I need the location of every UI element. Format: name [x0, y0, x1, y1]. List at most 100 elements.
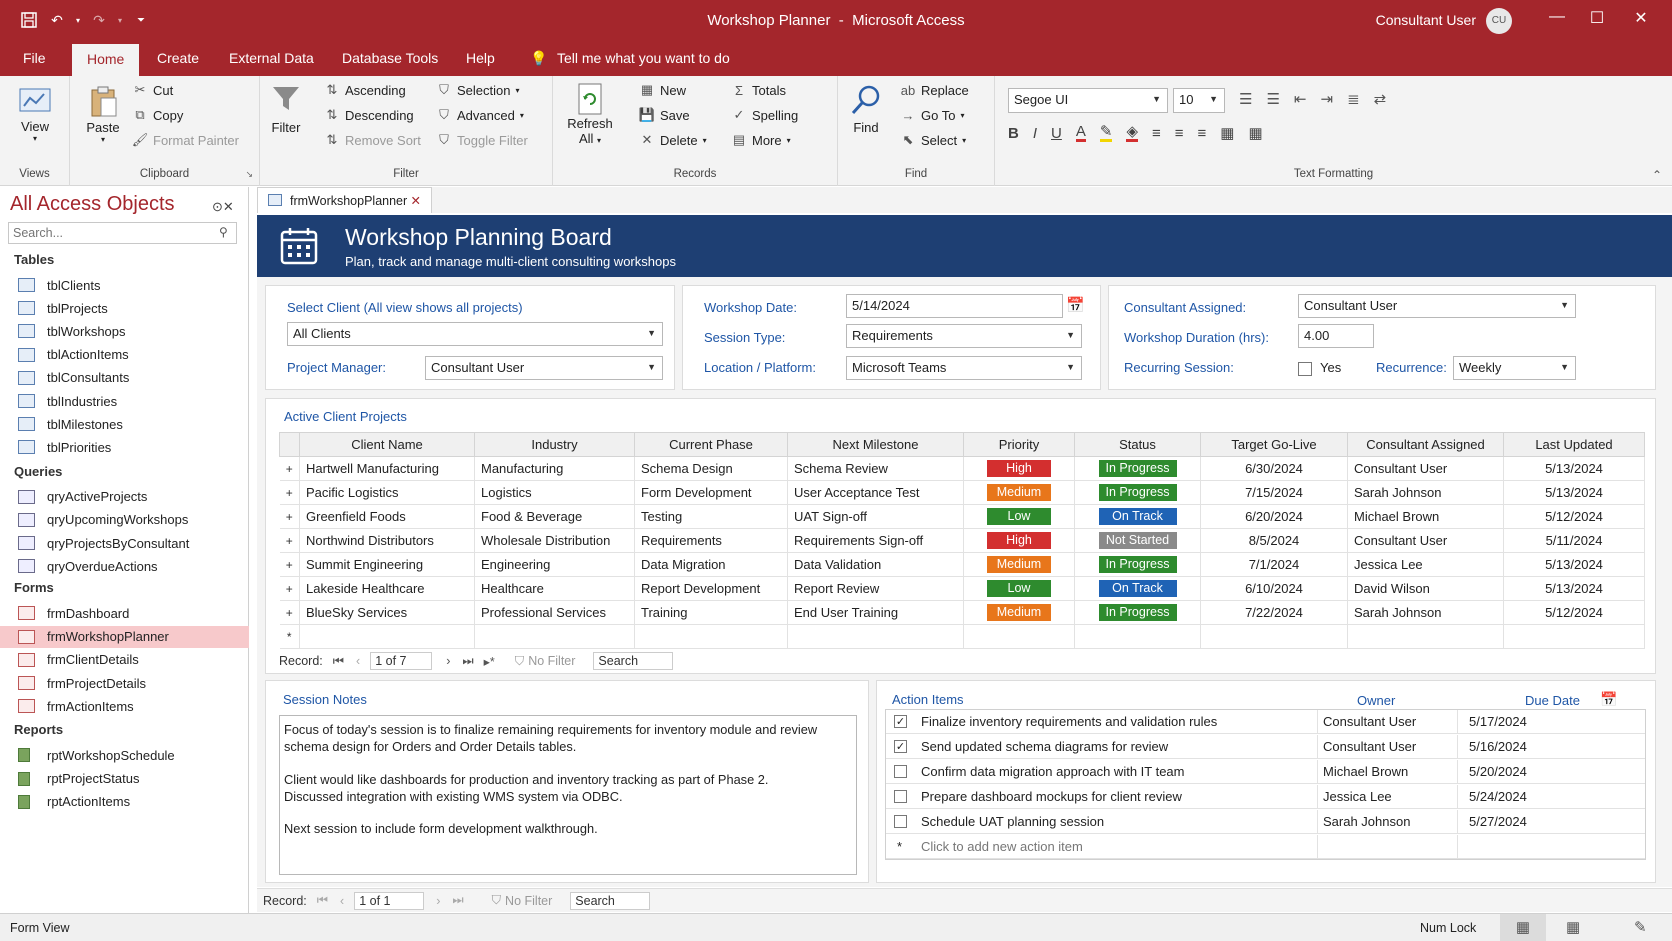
expand-row-icon[interactable]: +	[279, 552, 300, 577]
cell-phase[interactable]: Testing	[634, 504, 788, 529]
cell-golive[interactable]: 6/30/2024	[1200, 456, 1348, 481]
align-left-icon[interactable]: ≡	[1152, 124, 1161, 142]
find-button[interactable]: Find	[846, 84, 886, 135]
nav-item-qryprojectsbyconsultant[interactable]: qryProjectsByConsultant	[0, 532, 249, 554]
redo-icon[interactable]: ↷	[93, 11, 105, 28]
action-item-row[interactable]: Schedule UAT planning session Sarah Johns…	[885, 810, 1646, 834]
cell-industry[interactable]: Healthcare	[474, 576, 635, 601]
nav-item-frmdashboard[interactable]: frmDashboard	[0, 602, 249, 624]
prev-record-icon[interactable]: ‹	[340, 893, 345, 908]
empty-cell[interactable]	[963, 624, 1075, 649]
action-item-owner[interactable]: Consultant User	[1323, 714, 1417, 729]
fill-color-icon[interactable]: ◈	[1126, 122, 1138, 142]
empty-cell[interactable]	[474, 624, 635, 649]
cell-status[interactable]: In Progress	[1074, 456, 1201, 481]
save-icon[interactable]	[18, 9, 40, 31]
recurring-checkbox[interactable]	[1298, 362, 1312, 376]
first-record-icon[interactable]: ⏮	[316, 893, 329, 907]
action-item-row[interactable]: ✓ Send updated schema diagrams for review…	[885, 735, 1646, 759]
cell-industry[interactable]: Manufacturing	[474, 456, 635, 481]
new-row-icon[interactable]: *	[279, 624, 300, 649]
action-item-row[interactable]: Confirm data migration approach with IT …	[885, 760, 1646, 784]
redo-dropdown-icon[interactable]: ▾	[117, 15, 122, 25]
duration-field[interactable]: 4.00	[1298, 324, 1374, 348]
cell-industry[interactable]: Professional Services	[474, 600, 635, 625]
table-row[interactable]: + Summit Engineering Engineering Data Migra…	[279, 552, 1645, 577]
empty-cell[interactable]	[299, 624, 475, 649]
action-item-text[interactable]: Confirm data migration approach with IT …	[921, 764, 1185, 779]
table-row[interactable]: + Lakeside Healthcare Healthcare Report Dev…	[279, 576, 1645, 601]
nav-section-queries[interactable]: Queries	[14, 463, 63, 479]
record-position[interactable]: 1 of 1	[354, 891, 425, 910]
table-row[interactable]: + Northwind Distributors Wholesale Distrib…	[279, 528, 1645, 553]
form-search-box[interactable]: Search	[570, 891, 651, 910]
nav-item-rptworkshopschedule[interactable]: rptWorkshopSchedule	[0, 744, 249, 766]
numbering-icon[interactable]: ☰	[1266, 91, 1280, 108]
pm-dropdown[interactable]: Consultant User ▼	[425, 356, 663, 380]
cell-golive[interactable]: 8/5/2024	[1200, 528, 1348, 553]
cell-priority[interactable]: Medium	[963, 552, 1075, 577]
action-item-due[interactable]: 5/20/2024	[1469, 764, 1527, 779]
expand-row-icon[interactable]: +	[279, 504, 300, 529]
align-right-icon[interactable]: ≡	[1197, 124, 1207, 142]
action-item-due[interactable]: 5/27/2024	[1469, 814, 1527, 829]
cell-priority[interactable]: High	[963, 528, 1075, 553]
cell-golive[interactable]: 7/22/2024	[1200, 600, 1348, 625]
nav-item-tblactionitems[interactable]: tblActionItems	[0, 344, 249, 366]
cell-updated[interactable]: 5/13/2024	[1503, 576, 1645, 601]
expand-row-icon[interactable]: +	[279, 456, 300, 481]
cell-status[interactable]: On Track	[1074, 576, 1201, 601]
nav-section-forms[interactable]: Forms	[14, 580, 54, 596]
tab-database-tools[interactable]: Database Tools	[342, 50, 439, 66]
undo-icon[interactable]: ↶	[51, 11, 63, 28]
session-type-dropdown[interactable]: Requirements ▼	[846, 324, 1082, 348]
column-header[interactable]: Priority	[963, 432, 1075, 457]
font-color-icon[interactable]: A	[1075, 122, 1086, 142]
workshop-date-field[interactable]: 5/14/2024	[846, 294, 1063, 318]
cell-phase[interactable]: Form Development	[634, 480, 788, 505]
cell-consultant[interactable]: Consultant User	[1347, 528, 1504, 553]
tell-me-search[interactable]: Tell me what you want to do	[557, 50, 730, 66]
action-item-text[interactable]: Prepare dashboard mockups for client rev…	[921, 789, 1182, 804]
replace-button[interactable]: ab Replace	[900, 82, 969, 98]
collapse-ribbon-icon[interactable]: ⌃	[1651, 168, 1662, 182]
cell-milestone[interactable]: End User Training	[787, 600, 964, 625]
expand-row-icon[interactable]: +	[279, 600, 300, 625]
cell-phase[interactable]: Data Migration	[634, 552, 788, 577]
font-size-select[interactable]: 10 ▼	[1173, 88, 1225, 113]
empty-cell[interactable]	[1503, 624, 1645, 649]
cell-updated[interactable]: 5/12/2024	[1503, 600, 1645, 625]
cell-client[interactable]: Lakeside Healthcare	[299, 576, 475, 601]
cell-golive[interactable]: 7/1/2024	[1200, 552, 1348, 577]
gridlines-icon[interactable]: ▦	[1248, 125, 1263, 142]
expand-row-icon[interactable]: +	[279, 528, 300, 553]
nav-item-frmactionitems[interactable]: frmActionItems	[0, 695, 249, 717]
action-item-owner[interactable]: Michael Brown	[1323, 764, 1409, 779]
table-row[interactable]: + Hartwell Manufacturing Manufacturing Sche…	[279, 456, 1645, 481]
column-header[interactable]: Next Milestone	[787, 432, 964, 457]
cell-client[interactable]: Summit Engineering	[299, 552, 475, 577]
cell-industry[interactable]: Engineering	[474, 552, 635, 577]
cell-milestone[interactable]: UAT Sign-off	[787, 504, 964, 529]
cell-updated[interactable]: 5/13/2024	[1503, 480, 1645, 505]
column-header[interactable]: Consultant Assigned	[1347, 432, 1504, 457]
cell-client[interactable]: BlueSky Services	[299, 600, 475, 625]
cell-status[interactable]: In Progress	[1074, 552, 1201, 577]
column-header[interactable]: Last Updated	[1503, 432, 1645, 457]
cell-updated[interactable]: 5/11/2024	[1503, 528, 1645, 553]
design-view-icon[interactable]: ✎	[1634, 919, 1647, 936]
cell-consultant[interactable]: Jessica Lee	[1347, 552, 1504, 577]
nav-item-tblworkshops[interactable]: tblWorkshops	[0, 320, 249, 342]
undo-dropdown-icon[interactable]: ▾	[75, 15, 80, 25]
cell-industry[interactable]: Wholesale Distribution	[474, 528, 635, 553]
table-row[interactable]: + Greenfield Foods Food & Beverage Testing U…	[279, 504, 1645, 529]
minimize-icon[interactable]: —	[1549, 8, 1565, 25]
cell-golive[interactable]: 6/20/2024	[1200, 504, 1348, 529]
empty-cell[interactable]	[1200, 624, 1348, 649]
new-action-item-row[interactable]: * Click to add new action item	[885, 835, 1646, 859]
paste-button[interactable]: Paste ▾	[78, 86, 128, 144]
nav-item-qryupcomingworkshops[interactable]: qryUpcomingWorkshops	[0, 509, 249, 531]
cell-updated[interactable]: 5/13/2024	[1503, 552, 1645, 577]
tab-create[interactable]: Create	[157, 50, 200, 66]
empty-cell[interactable]	[787, 624, 964, 649]
